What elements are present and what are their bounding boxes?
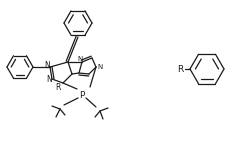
Text: N: N	[44, 61, 50, 70]
Text: P: P	[79, 91, 85, 100]
Text: N: N	[97, 64, 103, 70]
Text: N: N	[77, 56, 83, 62]
Text: R: R	[55, 82, 61, 92]
Text: N: N	[46, 75, 52, 84]
Text: R: R	[177, 64, 183, 73]
